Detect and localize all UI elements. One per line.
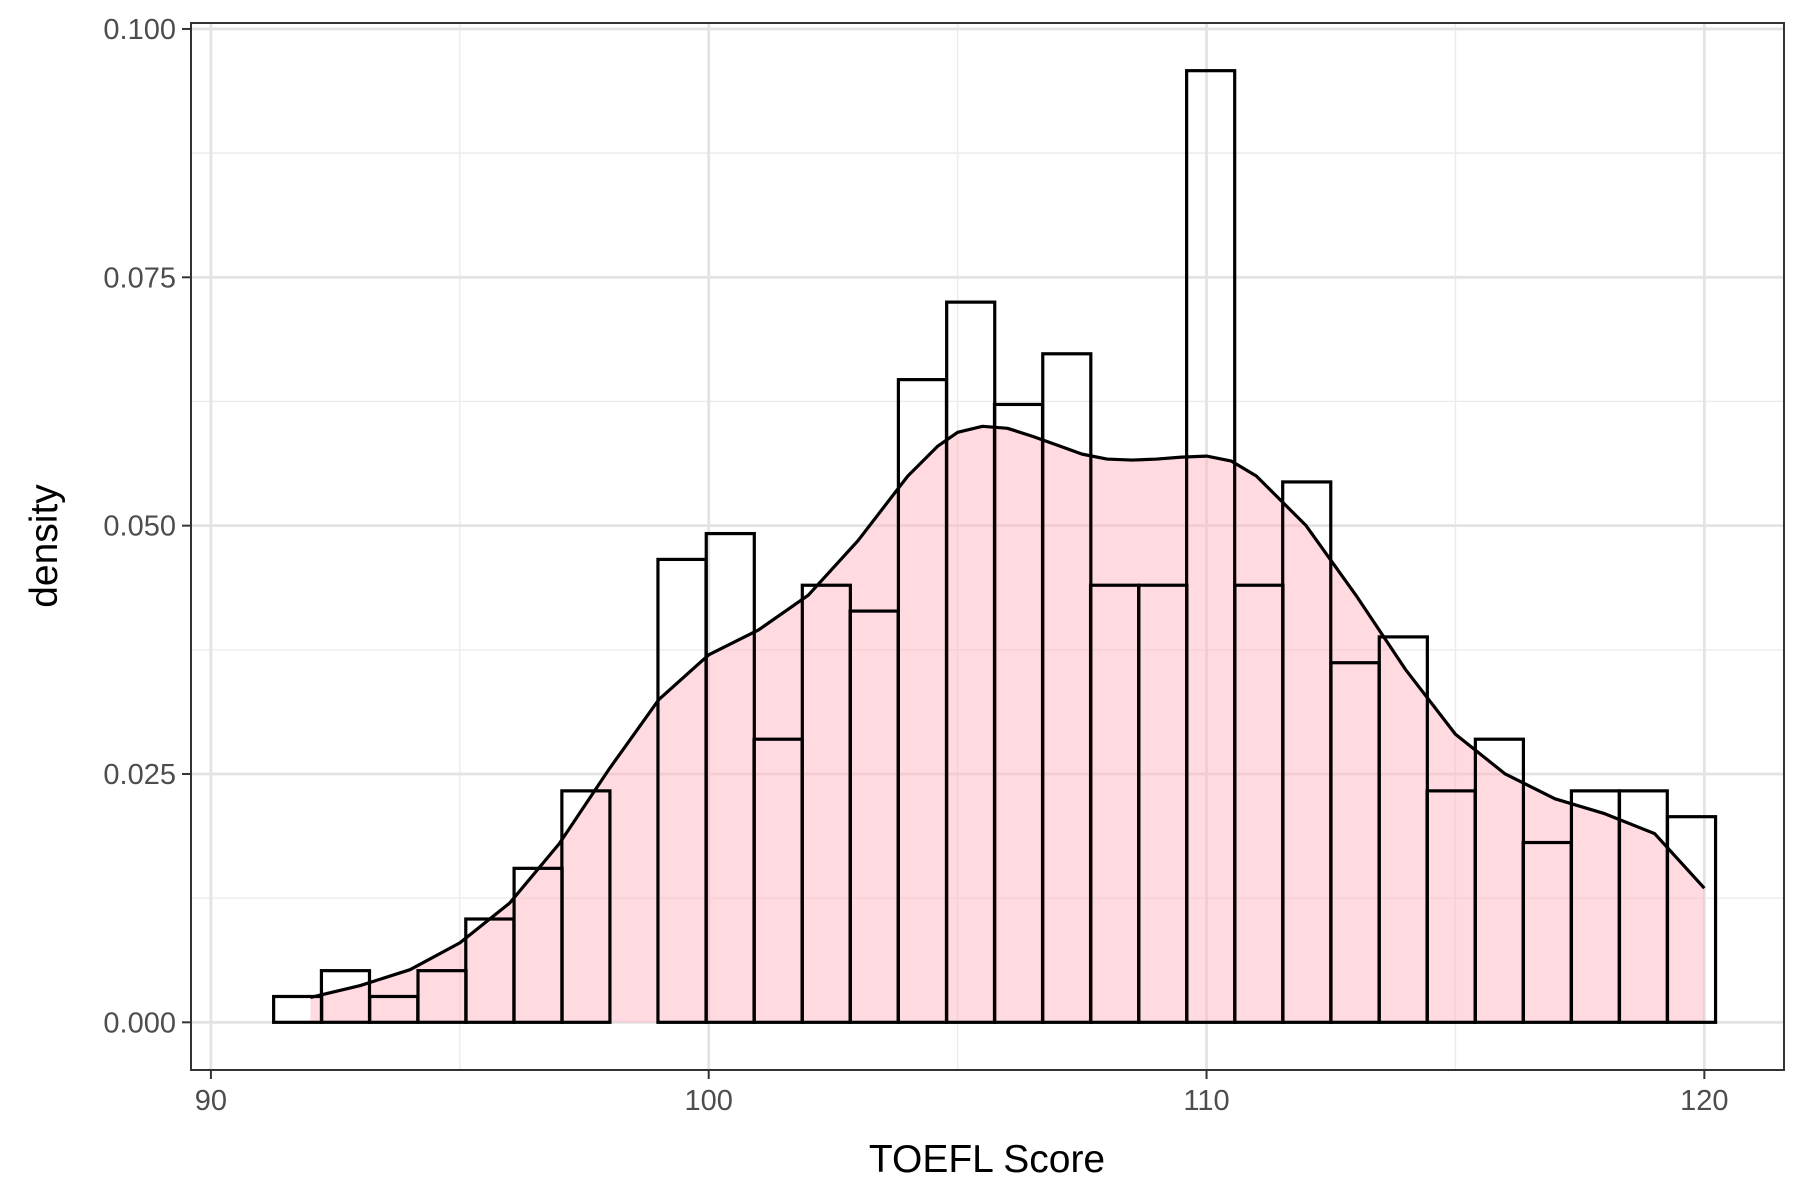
plot-panel xyxy=(190,22,1785,1071)
histogram-bars xyxy=(272,69,1718,1024)
x-tick-label: 90 xyxy=(195,1085,227,1117)
y-tick-label: 0.000 xyxy=(103,1007,176,1039)
histogram-bar xyxy=(1665,815,1718,1024)
x-tick-label: 120 xyxy=(1680,1085,1728,1117)
histogram-bar xyxy=(560,789,612,1024)
x-tick-label: 110 xyxy=(1183,1085,1229,1117)
y-axis: 0.000 0.025 0.050 0.075 0.100 xyxy=(103,14,191,1039)
x-axis-title: TOEFL Score xyxy=(869,1138,1105,1181)
y-tick-label: 0.075 xyxy=(103,262,176,294)
x-axis: 90 100 110 120 xyxy=(195,1070,1729,1117)
y-tick-label: 0.025 xyxy=(103,759,176,791)
histogram-bar xyxy=(1185,69,1237,1024)
density-line xyxy=(310,424,1706,1000)
y-tick-label: 0.050 xyxy=(103,511,176,543)
x-tick-label: 100 xyxy=(685,1085,733,1117)
y-axis-title: density xyxy=(23,484,66,608)
plot-border xyxy=(190,22,1785,1071)
y-tick-label: 0.100 xyxy=(103,14,176,46)
